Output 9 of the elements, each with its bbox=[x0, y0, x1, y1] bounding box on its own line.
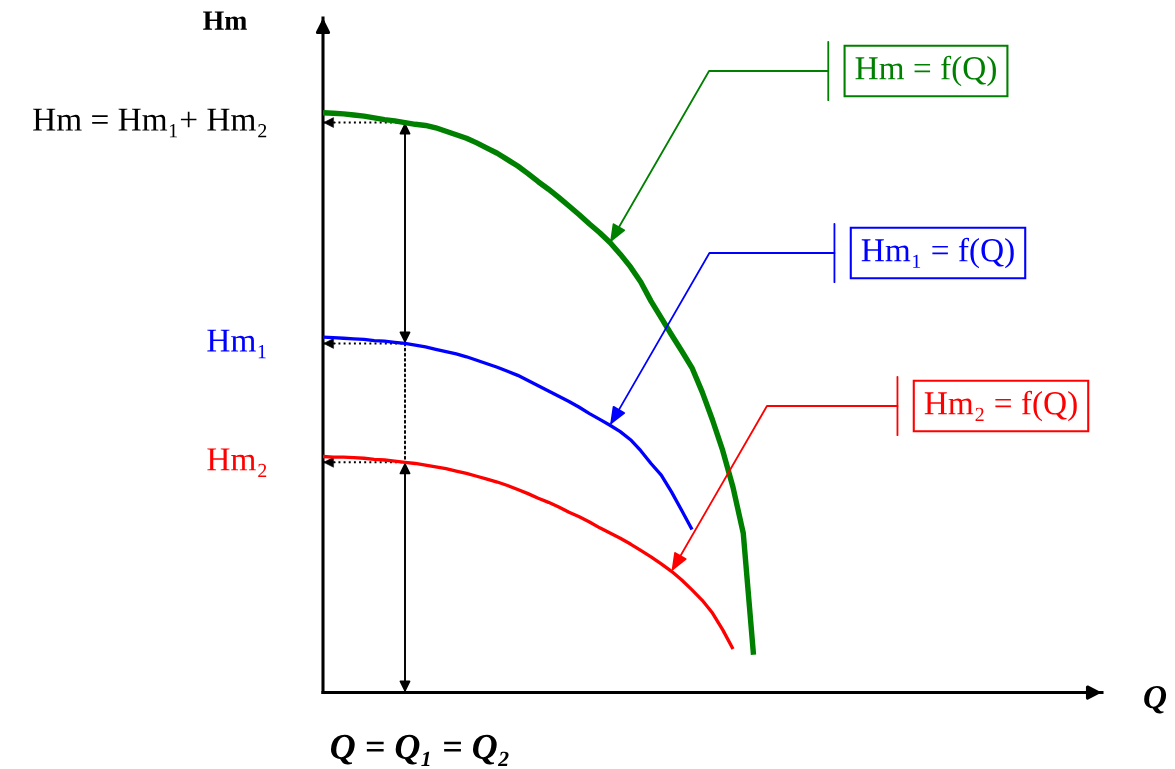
x-axis-title: Q bbox=[1144, 685, 1167, 714]
ref-line-label: Hm₁ bbox=[207, 329, 266, 359]
ref-line-label: Hm₂ bbox=[207, 448, 267, 478]
legend-label: Hm = f(Q) bbox=[855, 55, 996, 87]
legend-label: Hm₂ = f(Q) bbox=[924, 390, 1077, 422]
text: Q = Q₁ = Q₂ bbox=[330, 734, 509, 767]
y-axis-title: Hm bbox=[203, 11, 247, 30]
ref-line-label: Hm = Hm₁+ Hm₂ bbox=[33, 108, 267, 138]
legend-label: Hm₁ = f(Q) bbox=[861, 237, 1014, 269]
